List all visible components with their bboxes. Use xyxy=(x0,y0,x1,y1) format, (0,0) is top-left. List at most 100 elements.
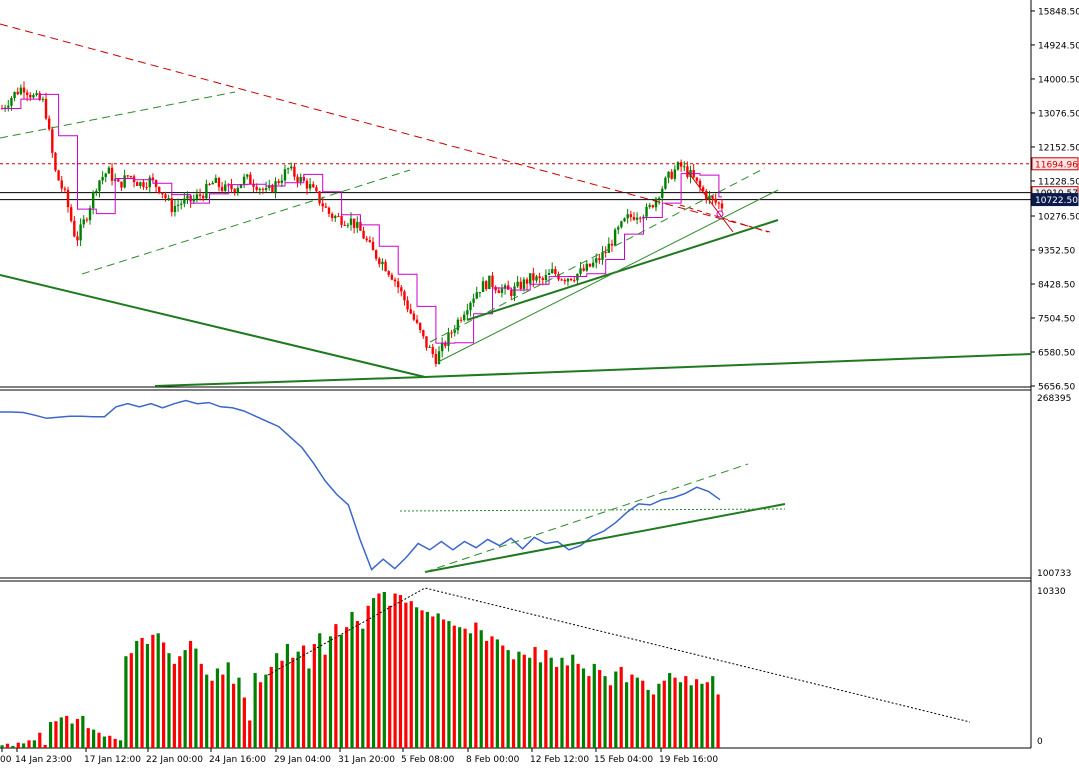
candle-body xyxy=(73,220,76,237)
candle xyxy=(635,212,639,225)
candle xyxy=(233,188,236,196)
candle xyxy=(63,186,67,193)
candle xyxy=(535,275,538,283)
volume-bar xyxy=(554,666,559,748)
candle-body xyxy=(7,105,10,108)
candle xyxy=(459,316,463,323)
candle-body xyxy=(129,176,133,178)
candle xyxy=(132,174,136,188)
candle xyxy=(324,202,328,209)
volume-bar xyxy=(458,627,462,748)
volume-bar xyxy=(624,682,629,748)
candle xyxy=(315,184,318,193)
candle-body xyxy=(503,285,507,289)
candle-body xyxy=(365,238,368,241)
volume-bar xyxy=(603,676,607,748)
candle xyxy=(104,172,107,183)
candle-body xyxy=(566,278,570,282)
candle-body xyxy=(63,188,67,190)
volume-bar xyxy=(700,683,704,748)
candle-body xyxy=(183,198,186,204)
candle-body xyxy=(551,269,554,274)
volume-bar xyxy=(576,663,580,748)
candle xyxy=(186,191,189,204)
candle-body xyxy=(535,276,538,281)
candle xyxy=(695,177,699,184)
candle xyxy=(192,194,195,205)
candle xyxy=(29,92,32,102)
candle xyxy=(13,91,16,102)
volume-bar xyxy=(538,662,543,748)
candle-body xyxy=(76,236,79,241)
candle xyxy=(670,168,673,180)
candle xyxy=(374,249,378,261)
volume-bar xyxy=(81,715,85,748)
candle-body xyxy=(305,180,309,189)
candle-body xyxy=(475,292,478,299)
candle-body xyxy=(299,177,302,182)
candle-body xyxy=(406,300,409,310)
candle xyxy=(79,218,82,247)
candle xyxy=(525,277,529,290)
volume-bar xyxy=(436,613,440,748)
candle xyxy=(268,179,271,191)
candle xyxy=(456,317,460,335)
candle-body xyxy=(268,185,271,188)
volume-bar xyxy=(646,689,650,748)
candle xyxy=(434,348,438,367)
volume-bar xyxy=(11,746,15,748)
candle-body xyxy=(202,195,205,199)
volume-bar xyxy=(296,651,300,748)
candle xyxy=(585,260,589,273)
candle xyxy=(481,276,485,293)
candle-body xyxy=(217,178,221,187)
candle xyxy=(623,217,626,223)
price-tick-label: 6580.50 xyxy=(1038,348,1075,358)
volume-pane[interactable] xyxy=(0,587,971,748)
candle-body xyxy=(453,330,456,333)
volume-bar xyxy=(167,653,171,748)
candle-body xyxy=(595,258,598,263)
candle xyxy=(220,182,224,193)
candle xyxy=(639,216,642,223)
time-tick-label: 29 Jan 04:00 xyxy=(274,755,331,765)
volume-bar xyxy=(544,650,548,748)
candle-body xyxy=(195,194,199,199)
candle xyxy=(261,187,265,195)
candle xyxy=(101,171,104,185)
candle-body xyxy=(683,166,686,168)
candle-body xyxy=(233,189,236,193)
candle-body xyxy=(469,302,472,311)
volume-bar xyxy=(598,669,602,748)
volume-bar xyxy=(38,732,42,748)
volume-bar xyxy=(264,674,268,748)
volume-bar xyxy=(657,683,661,748)
candle xyxy=(692,163,695,179)
candle xyxy=(173,199,177,217)
volume-tick-label: 10330 xyxy=(1037,587,1066,597)
candle-body xyxy=(29,94,32,98)
volume-bar xyxy=(280,660,284,748)
candle xyxy=(425,336,428,351)
volume-bar xyxy=(678,682,683,748)
candle-body xyxy=(220,186,224,191)
candle xyxy=(626,208,629,224)
candle-body xyxy=(617,227,620,230)
candle xyxy=(538,272,541,284)
candle xyxy=(161,192,164,199)
candle-body xyxy=(293,166,296,177)
candle-body xyxy=(44,98,48,119)
price-pane[interactable] xyxy=(0,23,1032,387)
candle-body xyxy=(576,273,579,281)
volume-bar xyxy=(630,674,634,748)
candle-body xyxy=(604,252,607,254)
indicator-pane[interactable] xyxy=(0,399,786,573)
candle-body xyxy=(403,291,406,301)
candle xyxy=(164,191,167,202)
candle xyxy=(290,162,293,171)
candle xyxy=(664,176,667,190)
volume-bar xyxy=(431,616,435,748)
volume-bar xyxy=(237,677,241,748)
